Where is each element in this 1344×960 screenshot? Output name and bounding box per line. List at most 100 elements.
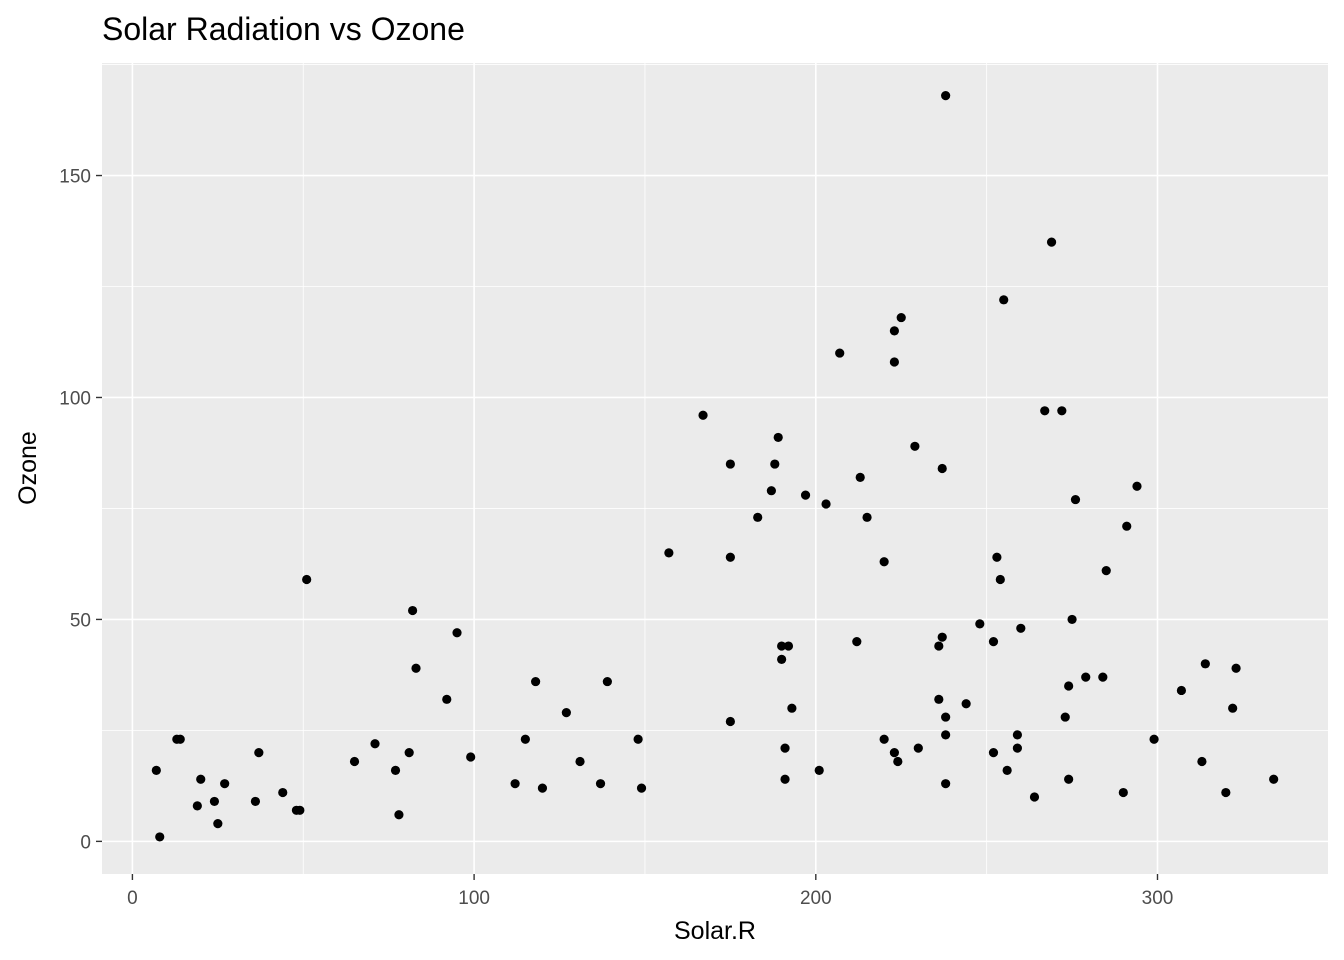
data-points xyxy=(151,91,1279,842)
data-point xyxy=(780,774,790,784)
data-point xyxy=(1060,712,1070,722)
data-point xyxy=(937,463,947,474)
data-point xyxy=(787,703,797,713)
x-tick-label: 100 xyxy=(458,888,490,909)
data-point xyxy=(941,730,951,740)
data-point xyxy=(910,441,920,451)
data-point xyxy=(1012,743,1022,753)
data-point xyxy=(1200,659,1210,669)
data-point xyxy=(575,756,585,767)
data-point xyxy=(937,632,947,642)
x-tick-label: 0 xyxy=(127,888,138,909)
data-point xyxy=(1231,663,1241,673)
data-point xyxy=(250,796,261,807)
data-point xyxy=(821,499,831,509)
data-point xyxy=(855,472,865,482)
data-point xyxy=(602,676,612,687)
data-point xyxy=(893,756,903,767)
data-point xyxy=(766,486,776,496)
data-point xyxy=(780,743,790,753)
data-point xyxy=(773,432,783,443)
data-point xyxy=(988,637,999,647)
gridlines xyxy=(102,63,1328,874)
data-point xyxy=(777,654,787,664)
data-point xyxy=(835,348,845,358)
data-point xyxy=(254,747,264,758)
data-point xyxy=(1002,765,1012,775)
data-point xyxy=(1221,787,1231,798)
data-point xyxy=(209,796,220,807)
data-point xyxy=(814,765,824,775)
data-point xyxy=(192,801,202,811)
data-point xyxy=(1176,685,1187,696)
x-tick-label: 200 xyxy=(800,888,832,909)
data-point xyxy=(466,752,476,762)
data-point xyxy=(852,637,862,647)
y-axis-title: Ozone xyxy=(14,431,42,505)
data-point xyxy=(390,765,401,775)
data-point xyxy=(394,810,404,820)
data-point xyxy=(1098,672,1108,682)
data-point xyxy=(961,699,971,709)
data-point xyxy=(1197,756,1207,767)
data-point xyxy=(889,357,899,367)
data-point xyxy=(913,743,923,753)
data-point xyxy=(725,716,735,727)
data-point xyxy=(213,819,223,829)
data-point xyxy=(151,765,161,775)
data-point xyxy=(934,641,944,651)
plot-panel xyxy=(102,63,1328,874)
data-point xyxy=(1228,703,1238,713)
data-point xyxy=(992,552,1002,562)
data-point xyxy=(889,326,899,336)
data-point xyxy=(941,712,951,722)
data-point xyxy=(941,91,951,101)
data-point xyxy=(800,490,811,500)
y-tick-label: 0 xyxy=(80,832,91,853)
data-point xyxy=(408,605,418,616)
data-point xyxy=(531,676,541,687)
data-point xyxy=(1149,734,1159,744)
chart-title: Solar Radiation vs Ozone xyxy=(102,11,465,47)
x-axis-title: Solar.R xyxy=(674,917,756,945)
data-point xyxy=(698,410,708,420)
data-point xyxy=(452,628,462,638)
data-point xyxy=(879,557,889,567)
data-point xyxy=(636,783,647,793)
data-point xyxy=(862,512,872,522)
data-point xyxy=(879,734,889,744)
data-point xyxy=(896,312,906,323)
data-point xyxy=(1118,787,1128,798)
data-point xyxy=(1029,792,1040,802)
data-point xyxy=(1064,774,1074,784)
data-point xyxy=(753,512,763,522)
data-point xyxy=(220,779,230,789)
data-point xyxy=(1040,406,1050,416)
axes: 0 100 200 300 0 50 100 150 xyxy=(59,167,1173,909)
data-point xyxy=(934,694,944,704)
data-point xyxy=(1067,614,1077,625)
data-point xyxy=(370,739,380,749)
data-point xyxy=(175,734,185,744)
data-point xyxy=(1132,481,1142,491)
data-point xyxy=(1057,406,1067,416)
data-point xyxy=(302,574,312,585)
y-tick-label: 150 xyxy=(59,167,91,188)
data-point xyxy=(561,708,571,718)
data-point xyxy=(411,663,421,673)
data-point xyxy=(595,779,606,789)
data-point xyxy=(442,694,452,704)
data-point xyxy=(1064,681,1074,691)
data-point xyxy=(988,747,999,758)
data-point xyxy=(783,641,794,651)
data-point xyxy=(941,779,951,789)
data-point xyxy=(510,779,520,789)
data-point xyxy=(1046,237,1057,247)
data-point xyxy=(1101,565,1111,576)
data-point xyxy=(770,459,780,469)
data-point xyxy=(1070,494,1081,505)
data-point xyxy=(155,832,165,842)
y-tick-label: 50 xyxy=(70,610,91,631)
data-point xyxy=(999,295,1009,305)
